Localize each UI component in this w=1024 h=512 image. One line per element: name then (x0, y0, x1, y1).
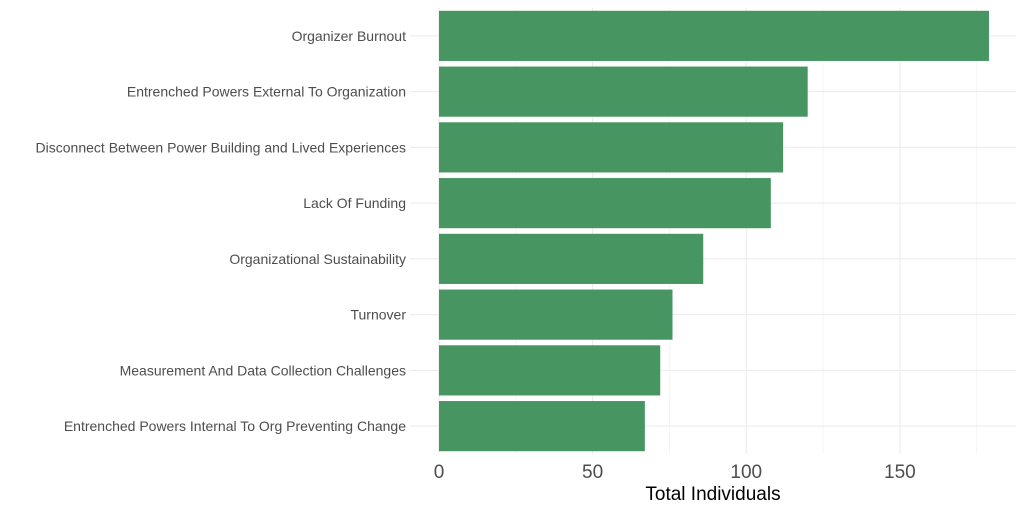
bar (439, 178, 771, 229)
category-label: Organizational Sustainability (229, 251, 406, 267)
category-labels: Organizer Burnout Entrenched Powers Exter… (36, 28, 407, 434)
x-tick-labels: 0 50 100 150 (434, 462, 916, 483)
category-label: Organizer Burnout (292, 28, 407, 44)
category-label: Lack Of Funding (303, 195, 406, 211)
x-tick-label: 0 (434, 462, 445, 483)
category-label: Disconnect Between Power Building and Li… (36, 139, 406, 155)
bar (439, 66, 808, 117)
bar (439, 289, 673, 340)
x-tick-label: 100 (730, 462, 762, 483)
x-axis-title: Total Individuals (645, 484, 780, 505)
category-label: Entrenched Powers Internal To Org Preven… (64, 418, 406, 434)
bar (439, 401, 645, 452)
category-label: Turnover (350, 307, 406, 323)
category-label: Entrenched Powers External To Organizati… (127, 84, 406, 100)
bar (439, 122, 784, 173)
bar (439, 233, 704, 284)
category-label: Measurement And Data Collection Challeng… (120, 362, 406, 378)
x-tick-label: 50 (582, 462, 603, 483)
bar (439, 345, 661, 396)
bars-layer (439, 10, 989, 452)
bar (439, 10, 989, 61)
x-tick-label: 150 (884, 462, 916, 483)
